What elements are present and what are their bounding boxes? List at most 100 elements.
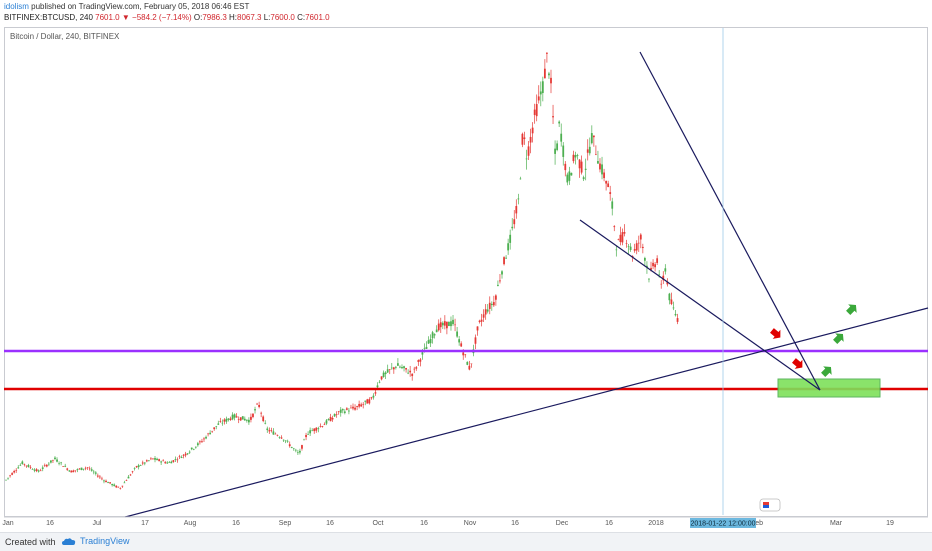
- candle-body: [299, 450, 301, 453]
- candle-body: [676, 318, 679, 322]
- candle-body: [484, 309, 487, 315]
- candle-body: [209, 432, 212, 435]
- candle-body: [262, 416, 265, 422]
- candle-body: [609, 192, 612, 194]
- candle-body: [590, 133, 593, 144]
- candle-body: [399, 366, 401, 368]
- crosshair-date-label: 2018-01-22 12:00:00: [691, 521, 756, 528]
- candle-body: [127, 476, 130, 479]
- candle-body: [378, 381, 381, 383]
- candle-body: [162, 460, 165, 462]
- candle-body: [407, 372, 410, 374]
- candle-body: [168, 462, 171, 463]
- candle-body: [358, 403, 361, 407]
- candle-body: [409, 370, 412, 373]
- candle-body: [427, 340, 430, 344]
- candle-body: [11, 473, 14, 475]
- candle-body: [94, 472, 97, 474]
- candle-body: [311, 430, 314, 432]
- open-value: 7986.3: [202, 13, 227, 22]
- candle-body: [43, 465, 46, 466]
- green-up-arrow-icon-shape: [846, 304, 857, 315]
- target-zone: [777, 378, 881, 398]
- candle-body: [388, 369, 391, 370]
- candle-body: [233, 414, 236, 418]
- x-tick-label: 2018: [648, 520, 664, 527]
- candle-body: [374, 392, 377, 394]
- x-tick-label: 19: [886, 520, 894, 527]
- candle-body: [617, 239, 620, 241]
- candle-body: [33, 469, 36, 471]
- candle-body: [515, 205, 518, 214]
- candle-body: [501, 271, 503, 275]
- candle-body: [123, 482, 126, 484]
- candle-body: [29, 466, 32, 468]
- candle-body: [635, 243, 638, 251]
- candle-body: [603, 172, 605, 179]
- red-down-arrow-icon-shape: [792, 358, 803, 369]
- tradingview-link[interactable]: TradingView: [62, 536, 130, 546]
- candle-body: [139, 465, 142, 466]
- candle-body: [413, 368, 416, 370]
- candle-body: [441, 322, 444, 326]
- candle-body: [58, 463, 60, 464]
- candle-body: [470, 363, 473, 365]
- candle-body: [445, 321, 448, 329]
- candle-body: [280, 437, 283, 439]
- candle-body: [225, 418, 228, 422]
- candle-body: [211, 430, 214, 432]
- candle-body: [637, 242, 640, 244]
- tradingview-brand: TradingView: [80, 536, 130, 546]
- candle-body: [266, 428, 269, 431]
- candle-body: [474, 337, 477, 344]
- candle-body: [82, 468, 85, 470]
- candle-body: [664, 268, 667, 272]
- candle-body: [137, 465, 140, 468]
- candle-body: [264, 422, 267, 424]
- candle-body: [315, 427, 318, 431]
- candle-body: [656, 258, 659, 263]
- chart-header: idolism published on TradingView.com, Fe…: [0, 0, 932, 24]
- open-label: O:: [193, 13, 203, 22]
- candle-body: [352, 406, 354, 409]
- candle-body: [433, 334, 436, 336]
- publish-info: published on TradingView.com, February 0…: [28, 2, 250, 11]
- candle-body: [650, 267, 652, 270]
- candle-body: [90, 469, 93, 471]
- candle-series: [5, 52, 679, 490]
- candle-body: [419, 359, 422, 362]
- candle-body: [623, 232, 626, 234]
- x-tick-label: Sep: [279, 520, 292, 527]
- candle-body: [172, 460, 175, 462]
- candle-body: [646, 265, 648, 268]
- last-price: 7601.0: [95, 13, 120, 22]
- symbol-line: BITFINEX:BTCUSD, 240 7601.0 ▼ −584.2 (−7…: [4, 12, 330, 23]
- candle-body: [509, 234, 512, 243]
- candle-body: [160, 461, 163, 463]
- candle-body: [456, 331, 459, 337]
- candle-body: [411, 373, 414, 377]
- candle-body: [256, 403, 258, 405]
- candle-body: [196, 443, 199, 446]
- candle-body: [494, 295, 497, 300]
- candle-body: [248, 419, 250, 423]
- candle-body: [313, 428, 316, 432]
- candle-body: [397, 363, 399, 366]
- candle-body: [45, 464, 48, 467]
- x-tick-label: Jul: [93, 520, 102, 527]
- candle-body: [458, 339, 461, 343]
- candle-body: [605, 181, 608, 184]
- time-axis[interactable]: Jan 16 Jul 17 Aug 16 Sep 16 Oct 16 Nov 16 Dec 16 2018 1…: [2, 516, 928, 528]
- x-tick-label: 16: [511, 520, 519, 527]
- red-down-arrow-icon: [792, 358, 803, 369]
- candle-body: [268, 430, 271, 432]
- candle-body: [621, 232, 624, 243]
- candle-body: [296, 452, 299, 454]
- author-link[interactable]: idolism: [4, 2, 29, 11]
- candle-body: [290, 446, 293, 448]
- candle-body: [194, 446, 197, 448]
- candle-body: [476, 326, 479, 331]
- candle-body: [423, 347, 426, 349]
- candle-body: [523, 137, 526, 139]
